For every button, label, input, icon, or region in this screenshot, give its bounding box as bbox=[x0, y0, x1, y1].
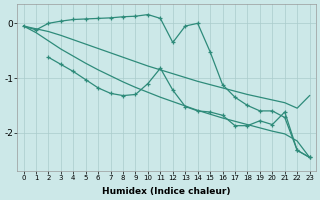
X-axis label: Humidex (Indice chaleur): Humidex (Indice chaleur) bbox=[102, 187, 231, 196]
